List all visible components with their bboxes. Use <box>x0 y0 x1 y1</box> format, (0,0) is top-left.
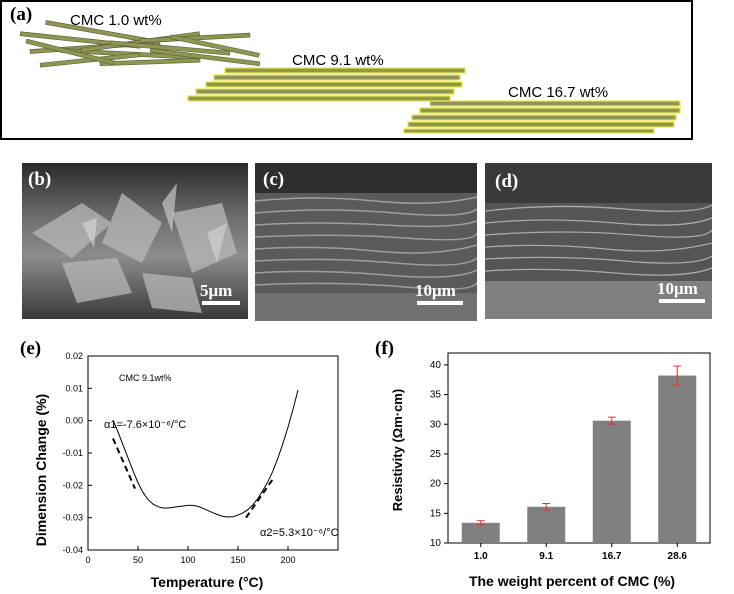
y-tick-label-f: 30 <box>430 419 442 430</box>
sem-image-d: (d) 10μm <box>485 163 712 319</box>
panel-f-label: (f) <box>375 338 394 359</box>
x-tick-label-e: 150 <box>230 555 245 565</box>
x-tick-label-e: 200 <box>280 555 295 565</box>
y-tick-label-f: 25 <box>430 449 442 460</box>
y-tick-label-e: 0.00 <box>65 416 83 426</box>
panel-a-schematic: (a) CMC 1.0 wt% CMC 9.1 wt% CMC 16.7 wt% <box>0 0 693 140</box>
x-tick-label-e: 50 <box>133 555 143 565</box>
x-axis-label-e: Temperature (°C) <box>151 574 264 590</box>
panel-d-label: (d) <box>495 171 519 192</box>
y-tick-label-f: 15 <box>430 508 442 519</box>
cmc-9-label: CMC 9.1 wt% <box>292 52 384 69</box>
plot-area-f <box>447 352 711 544</box>
plot-frame-f <box>447 352 711 544</box>
x-tick-label-f: 9.1 <box>539 551 553 562</box>
x-tick-label-e: 0 <box>85 555 90 565</box>
y-tick-label-e: -0.03 <box>62 513 83 523</box>
y-tick-label-f: 35 <box>430 390 442 401</box>
panel-b-label: (b) <box>28 169 52 190</box>
bar <box>592 420 631 543</box>
chart-e: 0 50 100 150 200 -0.04 -0.03 -0.02 -0.01 0.00 0.01… <box>33 351 339 590</box>
sem-image-b: (b) 5μm <box>22 163 248 319</box>
y-axis-label-e: Dimension Change (%) <box>33 394 49 546</box>
y-tick-label-f: 10 <box>430 538 442 549</box>
fit-line-2 <box>245 478 274 519</box>
y-tick-label-e: 0.02 <box>65 351 83 361</box>
series-line-e <box>112 389 299 518</box>
y-tick-label-f: 20 <box>430 479 442 490</box>
sheets-schematic <box>19 20 681 134</box>
bar <box>527 506 566 543</box>
cmc-16-label: CMC 16.7 wt% <box>508 84 609 101</box>
scale-label-b: 5μm <box>200 281 233 300</box>
panel-e-label: (e) <box>20 338 42 359</box>
disordered-sheets <box>19 20 261 68</box>
y-tick-label-e: -0.04 <box>62 545 83 555</box>
fit-line-1 <box>112 438 136 489</box>
cmc-annotation: CMC 9.1wt% <box>119 373 172 383</box>
x-tick-label-e: 100 <box>180 555 195 565</box>
sem-image-c: (c) 10μm <box>255 163 477 321</box>
bar <box>461 522 500 543</box>
scale-bar-d <box>659 299 705 303</box>
y-tick-label-f: 40 <box>430 360 442 371</box>
scale-bar-b <box>202 301 240 305</box>
x-tick-label-f: 1.0 <box>474 551 488 562</box>
plot-area-e <box>87 355 339 551</box>
x-tick-label-f: 16.7 <box>602 551 622 562</box>
panel-a-label: (a) <box>10 4 33 25</box>
y-axis-label-f: Resistivity (Ωm·cm) <box>390 389 405 511</box>
x-tick-label-f: 28.6 <box>668 551 688 562</box>
x-axis-label-f: The weight percent of CMC (%) <box>469 573 675 589</box>
scale-bar-c <box>417 301 463 305</box>
alpha1-annotation: α1=-7.6×10⁻⁶/°C <box>104 419 186 431</box>
y-tick-label-e: -0.02 <box>62 480 83 490</box>
aligned-sheets-9 <box>187 67 466 102</box>
chart-f: 10 15 20 25 30 35 40 1.0 9.1 16.7 28.6 The weight … <box>390 352 711 589</box>
plot-frame-e <box>87 355 339 551</box>
scale-label-d: 10μm <box>657 279 698 298</box>
bar <box>658 375 697 543</box>
aligned-sheets-16 <box>403 100 681 134</box>
scale-label-c: 10μm <box>415 281 456 300</box>
y-tick-label-e: 0.01 <box>65 383 83 393</box>
alpha2-annotation: α2=5.3×10⁻⁶/°C <box>260 527 339 539</box>
panel-c-label: (c) <box>263 169 285 190</box>
y-tick-label-e: -0.01 <box>62 448 83 458</box>
cmc-1-label: CMC 1.0 wt% <box>70 12 162 29</box>
